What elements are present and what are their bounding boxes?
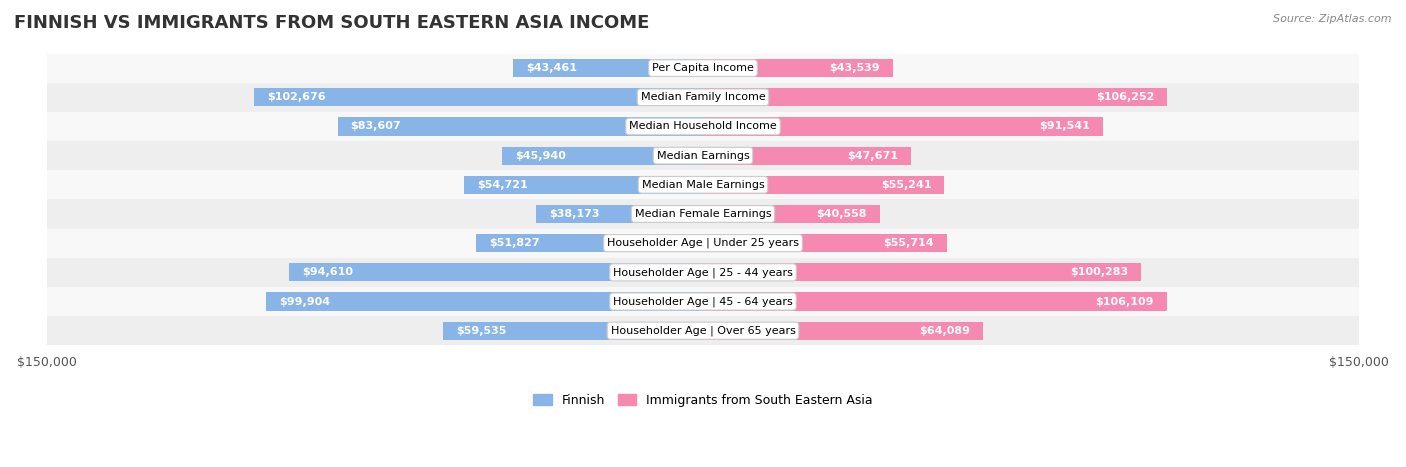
Bar (703, 322, 983, 340)
Bar (703, 176, 945, 194)
Text: $51,827: $51,827 (489, 238, 540, 248)
Bar (703, 147, 911, 165)
Bar (48, 112, 1358, 141)
Bar (48, 199, 1358, 228)
Bar (477, 234, 703, 252)
Bar (703, 59, 893, 77)
Text: $54,721: $54,721 (477, 180, 527, 190)
Text: $38,173: $38,173 (550, 209, 600, 219)
Text: Source: ZipAtlas.com: Source: ZipAtlas.com (1274, 14, 1392, 24)
Bar (48, 54, 1358, 83)
Bar (703, 234, 946, 252)
Bar (48, 287, 1358, 316)
Text: Householder Age | 45 - 64 years: Householder Age | 45 - 64 years (613, 296, 793, 307)
Bar (703, 292, 1167, 311)
Text: $55,714: $55,714 (883, 238, 934, 248)
Text: Median Male Earnings: Median Male Earnings (641, 180, 765, 190)
Text: $45,940: $45,940 (516, 151, 567, 161)
Text: Householder Age | Under 25 years: Householder Age | Under 25 years (607, 238, 799, 248)
Bar (536, 205, 703, 223)
Bar (290, 263, 703, 282)
Bar (254, 88, 703, 106)
Text: $91,541: $91,541 (1039, 121, 1090, 132)
Bar (703, 263, 1142, 282)
Bar (337, 117, 703, 135)
Text: $43,539: $43,539 (830, 63, 880, 73)
Text: $40,558: $40,558 (817, 209, 868, 219)
Text: Householder Age | 25 - 44 years: Householder Age | 25 - 44 years (613, 267, 793, 277)
Text: Householder Age | Over 65 years: Householder Age | Over 65 years (610, 325, 796, 336)
Bar (48, 83, 1358, 112)
Bar (443, 322, 703, 340)
Text: $100,283: $100,283 (1070, 267, 1128, 277)
Text: $47,671: $47,671 (848, 151, 898, 161)
Text: FINNISH VS IMMIGRANTS FROM SOUTH EASTERN ASIA INCOME: FINNISH VS IMMIGRANTS FROM SOUTH EASTERN… (14, 14, 650, 32)
Text: Median Family Income: Median Family Income (641, 92, 765, 102)
Text: $64,089: $64,089 (920, 325, 970, 336)
Text: $102,676: $102,676 (267, 92, 326, 102)
Bar (703, 205, 880, 223)
Bar (703, 88, 1167, 106)
Bar (513, 59, 703, 77)
Text: Median Earnings: Median Earnings (657, 151, 749, 161)
Bar (48, 141, 1358, 170)
Bar (48, 258, 1358, 287)
Text: $106,109: $106,109 (1095, 297, 1154, 306)
Text: $106,252: $106,252 (1095, 92, 1154, 102)
Text: Per Capita Income: Per Capita Income (652, 63, 754, 73)
Text: $94,610: $94,610 (302, 267, 353, 277)
Bar (464, 176, 703, 194)
Bar (48, 228, 1358, 258)
Text: $83,607: $83,607 (350, 121, 401, 132)
Bar (266, 292, 703, 311)
Bar (502, 147, 703, 165)
Bar (48, 170, 1358, 199)
Text: Median Household Income: Median Household Income (628, 121, 778, 132)
Text: $55,241: $55,241 (880, 180, 931, 190)
Text: $43,461: $43,461 (526, 63, 576, 73)
Text: $59,535: $59,535 (456, 325, 506, 336)
Legend: Finnish, Immigrants from South Eastern Asia: Finnish, Immigrants from South Eastern A… (529, 389, 877, 411)
Bar (703, 117, 1104, 135)
Text: $99,904: $99,904 (280, 297, 330, 306)
Text: Median Female Earnings: Median Female Earnings (634, 209, 772, 219)
Bar (48, 316, 1358, 345)
